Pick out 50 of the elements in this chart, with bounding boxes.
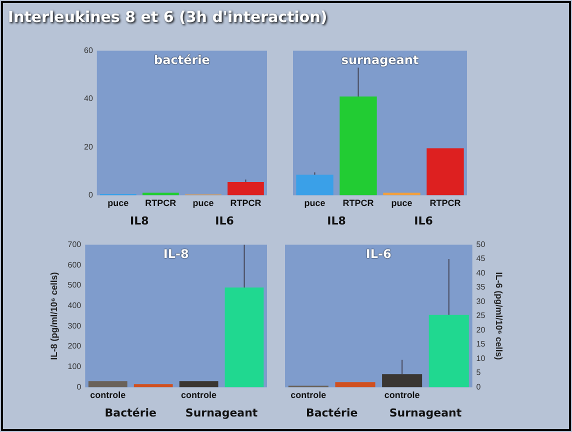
chart-subtitle: IL-8 (163, 246, 189, 261)
y2-tick-label: 20 (476, 325, 486, 334)
y2-tick-label: 45 (476, 254, 486, 264)
text: IL6 (215, 214, 234, 228)
x-tick-label: RTPCR (145, 198, 177, 208)
x-tick-label: puce (304, 198, 326, 208)
text: Surnageant (389, 406, 462, 420)
x-tick-label: controle (181, 390, 217, 400)
y-tick-label: 20 (84, 142, 94, 152)
y-tick-label: 400 (68, 301, 82, 310)
y2-tick-label: 5 (476, 368, 482, 378)
chart-subtitle: surnageant (341, 52, 419, 67)
y-tick-label: 200 (68, 342, 82, 351)
text: Surnageant (185, 406, 258, 420)
y-tick-label: 100 (68, 362, 82, 372)
x-tick-label: controle (90, 390, 126, 400)
y-tick-label: 40 (84, 94, 94, 104)
y-tick-label: 0 (76, 382, 82, 392)
text: IL8 (327, 214, 346, 228)
y2-tick-label: 25 (476, 311, 486, 320)
y2-tick-label: 10 (476, 354, 486, 363)
text: Bactérie (104, 406, 156, 420)
y-tick-label: 300 (68, 321, 82, 330)
text: IL6 (414, 214, 434, 228)
y2-tick-label: 30 (476, 296, 486, 306)
y2-tick-label: 50 (476, 240, 486, 250)
x-tick-label: controle (384, 390, 420, 400)
chart-title: Interleukines 8 et 6 (3h d'interaction) (8, 8, 328, 26)
y2-tick-label: 35 (476, 282, 486, 292)
y-tick-label: 60 (84, 46, 94, 56)
y-tick-label: 600 (68, 260, 82, 270)
x-tick-label: RTPCR (342, 198, 374, 208)
x-tick-label: puce (108, 198, 129, 208)
x-tick-label: RTPCR (230, 198, 262, 208)
y2-tick-label: 40 (476, 268, 486, 278)
text: IL8 (130, 214, 149, 228)
x-tick-label: RTPCR (430, 198, 462, 208)
y-tick-label: 500 (68, 280, 82, 290)
y-tick-label: 0 (88, 190, 94, 200)
chart-subtitle: bactérie (154, 52, 210, 67)
y-tick-label: 700 (68, 240, 82, 250)
y2-tick-label: 15 (476, 340, 486, 349)
y2-tick-label: 0 (476, 382, 482, 392)
text: Bactérie (306, 406, 358, 420)
x-tick-label: puce (192, 198, 214, 208)
y-axis-title: IL-8 (pg/ml/10⁶ cells) (48, 272, 59, 360)
x-tick-label: controle (290, 390, 326, 400)
chart-subtitle: IL-6 (366, 246, 392, 261)
x-tick-label: puce (391, 198, 412, 208)
y2-axis-title: IL-6 (pg/ml/10⁶ cells) (494, 272, 504, 360)
